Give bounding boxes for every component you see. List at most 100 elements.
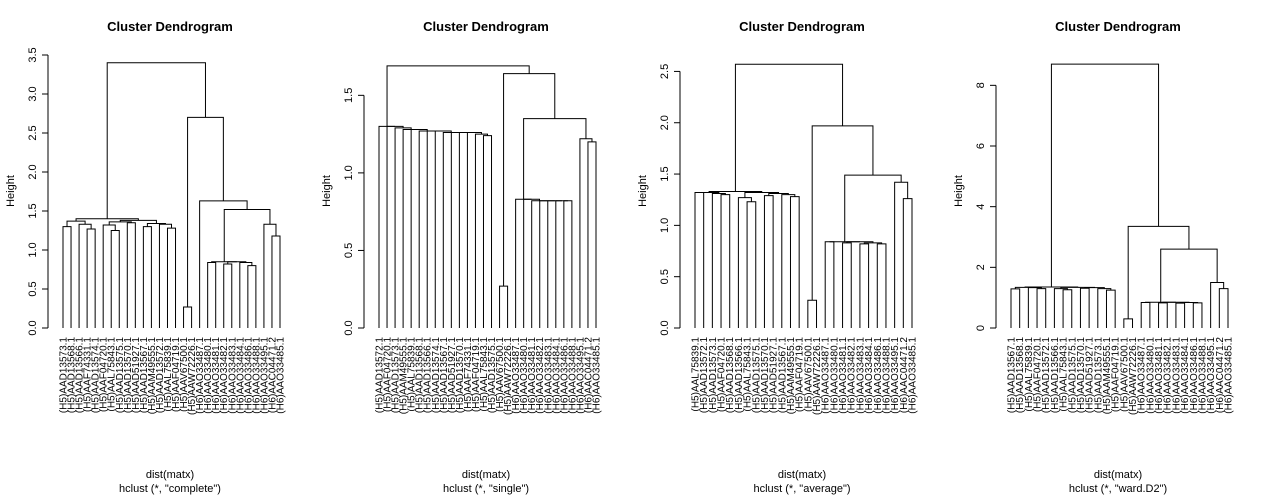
branch bbox=[1010, 288, 1021, 328]
leaf-label: (H6)AAO33495.1 bbox=[890, 337, 901, 414]
branch bbox=[1158, 302, 1168, 328]
branch bbox=[763, 195, 774, 328]
branch bbox=[166, 227, 177, 328]
leaf-label: (H6)AAO33483.1 bbox=[227, 337, 238, 414]
branch bbox=[499, 285, 509, 328]
leaf-label: (H5)AAD51927.1 bbox=[769, 337, 780, 414]
branch bbox=[1192, 302, 1203, 328]
branch bbox=[859, 243, 870, 328]
leaf-label: (H5)AAF74331.1 bbox=[463, 337, 474, 412]
leaf-label: (H5)AAD51927.1 bbox=[131, 337, 142, 414]
branch bbox=[1218, 288, 1229, 328]
leaf-label: (H6)AAO33487.1 bbox=[821, 337, 832, 414]
branch bbox=[811, 125, 874, 301]
branch bbox=[842, 242, 852, 328]
leaf-label: (H6)AAO33486.1 bbox=[873, 337, 884, 414]
branch bbox=[1036, 288, 1047, 328]
branch bbox=[711, 193, 726, 328]
branch bbox=[894, 181, 909, 328]
leaf-label: (H6)AAO33480.1 bbox=[1145, 337, 1156, 414]
leaf-label: (H5)AAF04720.1 bbox=[383, 337, 394, 412]
leaf-label: (H5)AAD13572.1 bbox=[1041, 337, 1052, 414]
leaf-label: (H6)AAO33488.1 bbox=[567, 337, 578, 414]
leaf-label: (H6)AAO33483.1 bbox=[1171, 337, 1182, 414]
branch bbox=[902, 198, 913, 328]
leaf-label: (H5)AAD13568.1 bbox=[1015, 337, 1026, 414]
branch bbox=[239, 261, 253, 328]
x-axis-label: dist(matx) bbox=[462, 469, 510, 481]
branch bbox=[807, 299, 818, 328]
leaf-label: (H6)AAO33485.1 bbox=[592, 337, 603, 414]
leaf-label: (H6)AAO33495.1 bbox=[259, 337, 270, 414]
branch bbox=[1084, 287, 1105, 289]
branch bbox=[223, 263, 233, 328]
leaf-label: (H6)AAO33480.1 bbox=[829, 337, 840, 414]
branch bbox=[158, 223, 172, 328]
y-tick-label: 3.5 bbox=[27, 47, 39, 62]
y-tick-label: 2 bbox=[975, 264, 987, 270]
branch bbox=[1097, 288, 1112, 328]
leaf-label: (H5)AAM49555.1 bbox=[786, 337, 797, 415]
branch bbox=[386, 65, 530, 127]
leaf-label: (H6)AAO33487.1 bbox=[195, 337, 206, 414]
leaf-label: (H5)AAV67500.1 bbox=[1119, 337, 1130, 412]
leaf-label: (H5)AAM49555.1 bbox=[1102, 337, 1113, 415]
y-tick-label: 2.5 bbox=[27, 125, 39, 140]
leaf-label: (H5)AAD13572.1 bbox=[699, 337, 710, 414]
chart-panel: Cluster Dendrogram dist(matx) hclust (*, "… bbox=[321, 19, 603, 495]
leaf-label: (H6)AAO33480.1 bbox=[519, 337, 530, 414]
leaf-label: (H5)AAV67500.1 bbox=[495, 337, 506, 412]
leaf-label: (H5)AAD13566.1 bbox=[423, 337, 434, 414]
leaf-label: (H6)AAO33482.1 bbox=[847, 337, 858, 414]
leaf-label: (H5)AAL75843.1 bbox=[479, 337, 490, 412]
y-tick-label: 6 bbox=[975, 143, 987, 149]
branch bbox=[482, 135, 493, 328]
branch bbox=[515, 198, 532, 328]
leaf-label: (H5)AAD13567.1 bbox=[439, 337, 450, 414]
leaf-label: (H5)AAD13570.1 bbox=[455, 337, 466, 414]
y-tick-label: 3.0 bbox=[27, 86, 39, 101]
branch bbox=[720, 194, 731, 328]
y-axis-label: Height bbox=[5, 175, 17, 207]
leaf-label: (H5)AAD13573.1 bbox=[1093, 337, 1104, 414]
branch bbox=[1140, 302, 1151, 328]
branch bbox=[563, 200, 573, 328]
branch bbox=[126, 222, 136, 328]
leaf-label: (H5)AAD13570.1 bbox=[760, 337, 771, 414]
branch bbox=[402, 128, 420, 328]
leaf-label: (H5)AAD51927.1 bbox=[447, 337, 458, 414]
leaf-label: (H5)AAD13573.1 bbox=[708, 337, 719, 414]
leaf-label: (H5)AAV67500.1 bbox=[179, 337, 190, 412]
leaf-label: (H5)AAD13572.1 bbox=[375, 337, 386, 414]
leaf-label: (H5)AAL75839.1 bbox=[1024, 337, 1035, 412]
leaf-label: (H6)AAO33481.1 bbox=[211, 337, 222, 414]
branch bbox=[458, 132, 475, 328]
leaf-label: (H5)AAM49555.1 bbox=[147, 337, 158, 415]
y-axis-label: Height bbox=[953, 175, 965, 207]
branch bbox=[555, 200, 568, 328]
branch bbox=[1050, 63, 1160, 288]
branch bbox=[187, 116, 224, 307]
branch bbox=[1053, 288, 1068, 328]
branch bbox=[539, 200, 555, 328]
branch bbox=[547, 200, 562, 328]
branch bbox=[768, 193, 789, 196]
leaf-label: (H6)AAC04471.2 bbox=[1215, 337, 1226, 414]
chart-title: Cluster Dendrogram bbox=[107, 19, 233, 34]
branch bbox=[699, 192, 720, 194]
leaf-label: (H5)AAF04719.1 bbox=[1111, 337, 1122, 412]
leaf-label: (H6)AAO33481.1 bbox=[527, 337, 538, 414]
y-tick-label: 1.0 bbox=[27, 242, 39, 257]
branch bbox=[1210, 282, 1225, 328]
leaf-label: (H6)AAO33487.1 bbox=[511, 337, 522, 414]
y-tick-label: 0.5 bbox=[659, 269, 671, 284]
branch bbox=[579, 138, 593, 328]
leaf-label: (H5)AAF74331.1 bbox=[83, 337, 94, 412]
branch bbox=[102, 224, 116, 328]
chart-panel: Cluster Dendrogram dist(matx) hclust (*, "… bbox=[5, 19, 287, 495]
leaf-label: (H5)AAV67500.1 bbox=[803, 337, 814, 412]
branch bbox=[410, 128, 428, 328]
y-axis-label: Height bbox=[637, 175, 649, 207]
branch bbox=[1105, 289, 1116, 328]
